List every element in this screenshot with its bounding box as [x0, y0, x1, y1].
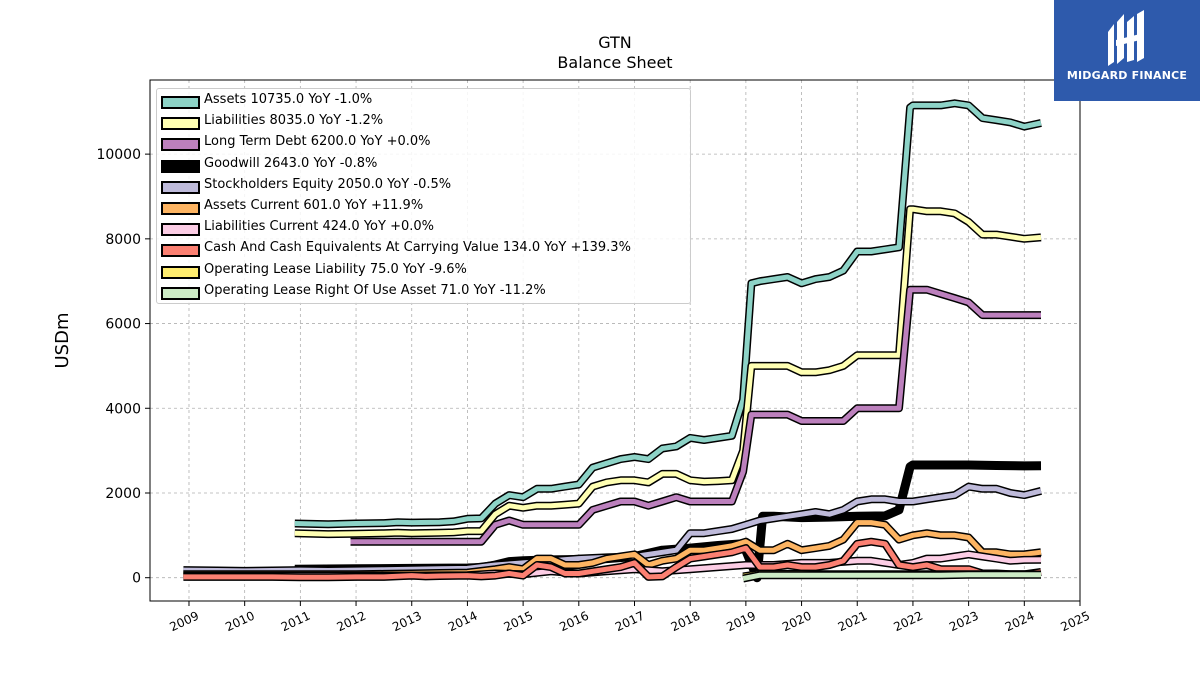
- legend-swatch: [161, 202, 200, 215]
- y-tick-label: 8000: [105, 232, 141, 248]
- legend-item: Cash And Cash Equivalents At Carrying Va…: [161, 240, 689, 258]
- legend-item: Liabilities Current 424.0 YoY +0.0%: [161, 219, 689, 237]
- series-liabilities: [294, 205, 1042, 539]
- series-operating-lease-right-of-use-asset: [742, 570, 1041, 583]
- legend-item: Liabilities 8035.0 YoY -1.2%: [161, 113, 689, 131]
- legend-item: Operating Lease Liability 75.0 YoY -9.6%: [161, 262, 689, 280]
- legend-label: Cash And Cash Equivalents At Carrying Va…: [204, 240, 631, 256]
- x-tick-label: 2017: [613, 609, 647, 635]
- y-tick-label: 6000: [105, 317, 141, 333]
- midgard-logo-icon: [1108, 10, 1144, 66]
- legend-item: Assets Current 601.0 YoY +11.9%: [161, 198, 689, 216]
- x-tick-label: 2011: [279, 609, 313, 635]
- legend-item: Goodwill 2643.0 YoY -0.8%: [161, 156, 689, 174]
- y-tick-label: 4000: [105, 401, 141, 417]
- legend-swatch: [161, 244, 200, 258]
- chart-title: GTN: [598, 33, 632, 52]
- y-tick-label: 0: [132, 571, 141, 587]
- x-tick-label: 2022: [891, 609, 925, 635]
- legend-label: Long Term Debt 6200.0 YoY +0.0%: [204, 134, 431, 150]
- chart-subtitle: Balance Sheet: [557, 53, 673, 72]
- legend-label: Operating Lease Liability 75.0 YoY -9.6%: [204, 261, 467, 277]
- legend-item: Operating Lease Right Of Use Asset 71.0 …: [161, 283, 689, 301]
- legend-label: Operating Lease Right Of Use Asset 71.0 …: [204, 282, 546, 298]
- brand-logo: MIDGARD FINANCE: [1054, 0, 1200, 101]
- legend-swatch: [161, 223, 200, 237]
- x-tick-label: 2019: [724, 609, 758, 635]
- series-line: [742, 572, 1041, 582]
- y-axis-label: USDm: [52, 313, 73, 369]
- x-tick-label: 2021: [836, 609, 870, 635]
- legend-swatch: [161, 138, 200, 152]
- legend-swatch: [161, 159, 200, 173]
- legend-swatch: [161, 180, 200, 194]
- legend-label: Assets Current 601.0 YoY +11.9%: [204, 198, 424, 213]
- series-assets: [294, 99, 1042, 529]
- x-tick-label: 2018: [669, 609, 703, 635]
- x-tick-label: 2016: [557, 609, 591, 635]
- legend-label: Goodwill 2643.0 YoY -0.8%: [204, 155, 378, 171]
- legend-item: Long Term Debt 6200.0 YoY +0.0%: [161, 134, 689, 152]
- series-line: [183, 539, 1042, 580]
- x-tick-label: 2025: [1059, 609, 1093, 635]
- x-tick-label: 2014: [446, 609, 480, 635]
- series-line: [183, 484, 1042, 574]
- x-tick-label: 2023: [947, 609, 981, 635]
- series-cash-and-cash-equivalents-at-carrying-value: [183, 537, 1042, 582]
- legend-swatch: [161, 286, 200, 300]
- legend-swatch: [161, 96, 200, 109]
- series-line: [350, 287, 1041, 545]
- legend-item: Stockholders Equity 2050.0 YoY -0.5%: [161, 177, 689, 195]
- x-tick-label: 2015: [502, 609, 536, 635]
- x-tick-label: 2013: [390, 609, 424, 635]
- legend-label: Liabilities Current 424.0 YoY +0.0%: [204, 219, 434, 235]
- x-tick-label: 2010: [223, 609, 257, 635]
- y-tick-label: 10000: [96, 147, 141, 163]
- plot-border: [149, 79, 1081, 602]
- y-tick-label: 2000: [105, 486, 141, 502]
- brand-name: MIDGARD FINANCE: [1066, 69, 1188, 82]
- series-line: [294, 100, 1042, 527]
- x-tick-label: 2024: [1003, 609, 1037, 635]
- chart-legend: Assets 10735.0 YoY -1.0% Liabilities 8035…: [156, 88, 691, 304]
- series-stockholders-equity: [183, 482, 1042, 575]
- legend-label: Stockholders Equity 2050.0 YoY -0.5%: [204, 176, 452, 192]
- series-line: [294, 206, 1042, 537]
- legend-label: Assets 10735.0 YoY -1.0%: [204, 92, 373, 107]
- legend-item: Assets 10735.0 YoY -1.0%: [161, 92, 689, 110]
- x-tick-label: 2020: [780, 609, 814, 635]
- legend-swatch: [161, 117, 200, 131]
- legend-swatch: [161, 265, 200, 279]
- x-tick-label: 2012: [335, 609, 369, 635]
- series-long-term-debt: [350, 285, 1041, 546]
- legend-label: Liabilities 8035.0 YoY -1.2%: [204, 113, 384, 129]
- x-tick-label: 2009: [167, 609, 201, 635]
